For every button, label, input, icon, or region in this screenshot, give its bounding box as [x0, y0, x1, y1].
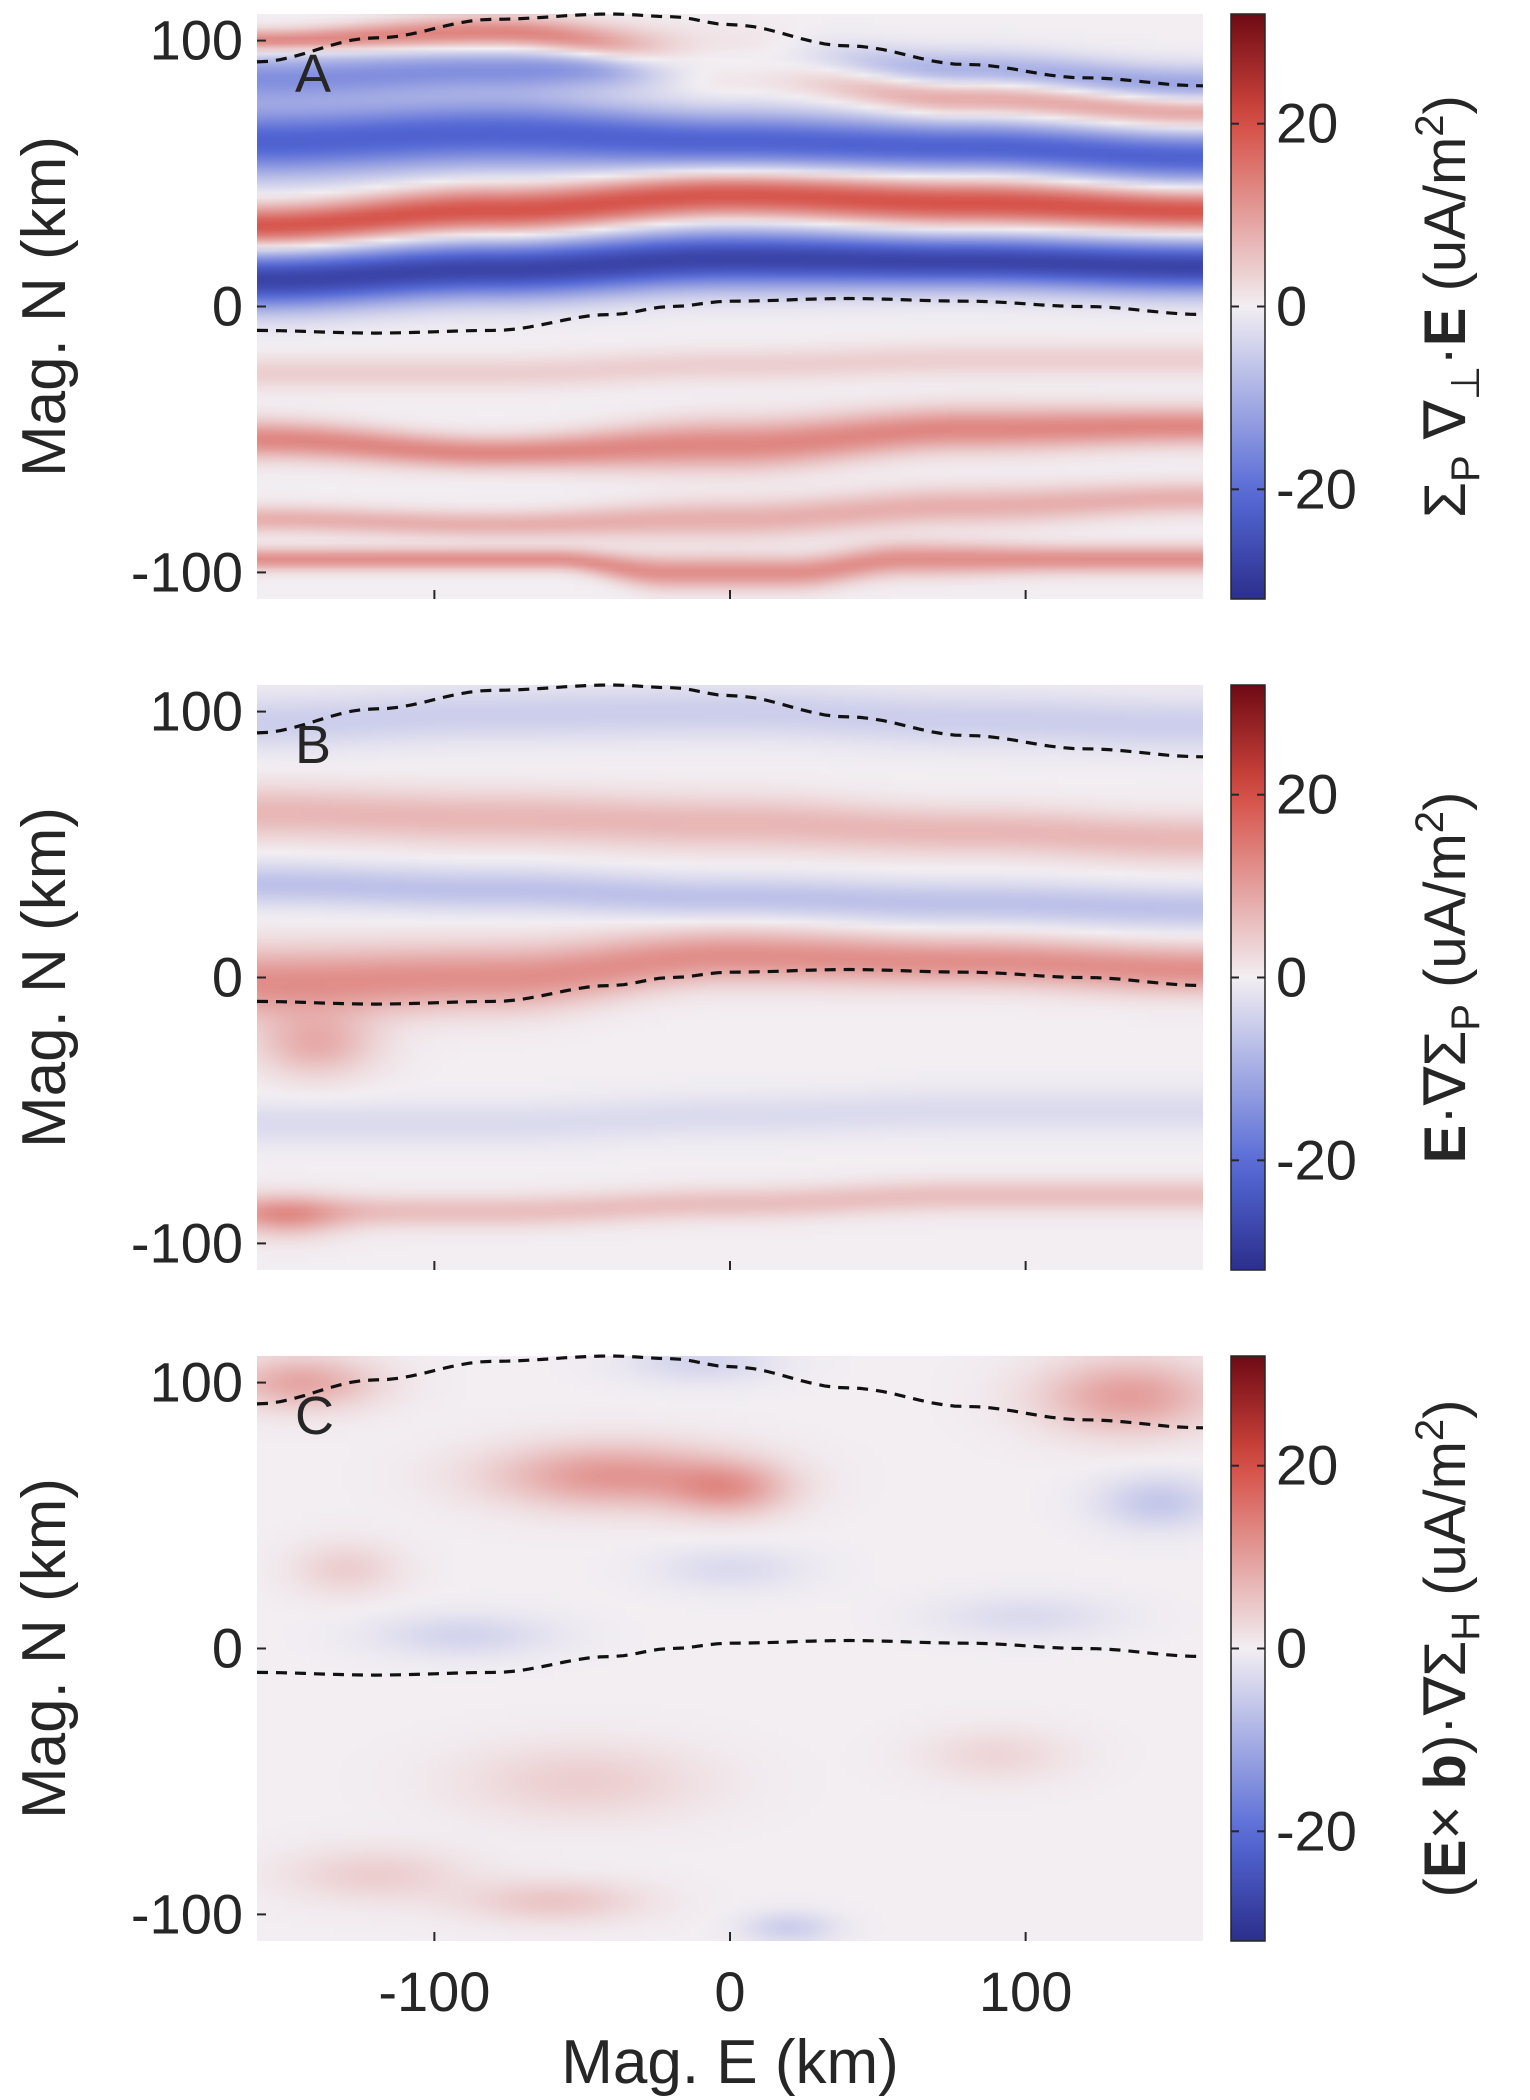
y-tick-label: 100 [150, 680, 243, 743]
colorbar-label-part: b [1413, 1754, 1478, 1789]
boundary-south-dashed-line [256, 296, 1204, 335]
x-tick-label: 100 [979, 1960, 1072, 2023]
colorbar-label-part: 2 [1408, 114, 1452, 136]
colorbar-label-part: (uA/m [1413, 137, 1478, 308]
panel-label: C [295, 1386, 334, 1446]
colorbar-label-part: × [1413, 1789, 1478, 1839]
colorbar-label-part: · [1413, 346, 1478, 365]
y-axis-label: Mag. N (km) [10, 1478, 79, 1819]
y-tick-label: -100 [131, 1211, 243, 1274]
colorbar-tick-label: 0 [1276, 275, 1307, 338]
y-axis-label: Mag. N (km) [10, 807, 79, 1148]
colorbar-label-part: E [1413, 1839, 1478, 1878]
colorbar-label-part: P [1444, 1004, 1488, 1031]
colorbar-label-part: ( [1413, 1878, 1478, 1897]
colorbar-label-part: 2 [1408, 1419, 1452, 1441]
boundary-north-dashed-line [256, 12, 1204, 88]
colorbar-label-part: ·∇Σ [1413, 1031, 1478, 1125]
colorbar-label-part: ) [1413, 95, 1478, 114]
panel-a: -100 0 100 Mag. N (km) A -20 0 20 ΣP ∇⊥·E (uA/m2… [10, 9, 1488, 604]
colorbar-label-part: ) [1413, 1399, 1478, 1418]
panel-c: -100 0 100 Mag. N (km) C -100 0 100 -20 0 20 (E× b)… [10, 1351, 1488, 2023]
colorbar-tick-label: -20 [1276, 457, 1357, 520]
y-tick-label: 0 [212, 946, 243, 1009]
y-tick-label: -100 [131, 1882, 243, 1945]
colorbar-label-part: E [1413, 1125, 1478, 1164]
x-tick-label: -100 [378, 1960, 490, 2023]
boundary-north-dashed-line [256, 683, 1204, 759]
colorbar-tick-label: 20 [1276, 92, 1338, 155]
colorbar-label-part: P [1444, 455, 1488, 482]
heatmap-image [257, 14, 1203, 599]
colorbar-label-part: H [1444, 1612, 1488, 1641]
colorbar-tick-label: 0 [1276, 1617, 1307, 1680]
colorbar-tick-label: 20 [1276, 763, 1338, 826]
colorbar-label-part: ∇ [1413, 400, 1478, 455]
x-tick-label: 0 [714, 1960, 745, 2023]
colorbar-label-part: Σ [1413, 482, 1478, 518]
colorbar-tick-label: -20 [1276, 1128, 1357, 1191]
colorbar-label: (E× b)·∇ΣH (uA/m2) [1408, 1399, 1488, 1897]
heatmap-image [257, 685, 1203, 1270]
colorbar-tick-label: 0 [1276, 946, 1307, 1009]
colorbar-tick-label: -20 [1276, 1799, 1357, 1862]
panel-label: B [295, 715, 331, 775]
y-tick-label: 0 [212, 275, 243, 338]
colorbar-label-part: E [1413, 308, 1478, 347]
y-tick-label: -100 [131, 540, 243, 603]
colorbar-label-part: ) [1413, 792, 1478, 811]
y-tick-label: 100 [150, 9, 243, 72]
heatmap-image [257, 1356, 1203, 1941]
colorbar-label: ΣP ∇⊥·E (uA/m2) [1408, 95, 1488, 518]
colorbar-label-part: (uA/m [1413, 833, 1478, 1004]
colorbar-label-part: 2 [1408, 811, 1452, 833]
y-axis-label: Mag. N (km) [10, 136, 79, 477]
panel-b: -100 0 100 Mag. N (km) B -20 0 20 E·∇ΣP (uA/m2) [10, 680, 1488, 1275]
colorbar-label: E·∇ΣP (uA/m2) [1408, 792, 1488, 1164]
boundary-north-dashed-line [256, 1354, 1204, 1430]
panel-label: A [295, 44, 331, 104]
y-tick-label: 100 [150, 1351, 243, 1414]
y-tick-label: 0 [212, 1617, 243, 1680]
colorbar-label-part: )·∇Σ [1413, 1641, 1478, 1754]
colorbar-tick-label: 20 [1276, 1434, 1338, 1497]
boundary-south-dashed-line [256, 967, 1204, 1006]
x-axis-label: Mag. E (km) [561, 2028, 899, 2097]
colorbar-label-part: (uA/m [1413, 1441, 1478, 1612]
boundary-south-dashed-line [256, 1638, 1204, 1677]
colorbar-label-part: ⊥ [1444, 366, 1488, 401]
